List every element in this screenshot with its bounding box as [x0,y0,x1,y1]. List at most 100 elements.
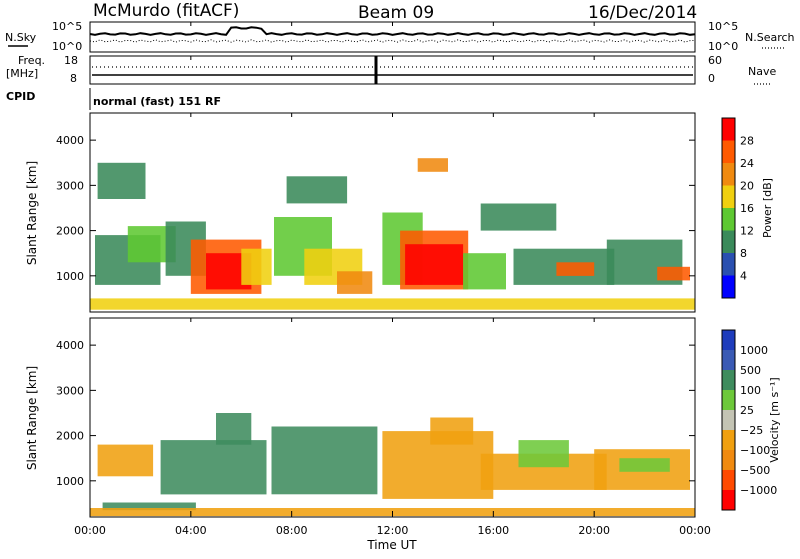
x-tick-label: 20:00 [578,524,610,537]
power-colorbar-label: Power [dB] [761,178,774,238]
page-title: McMurdo (fitACF) Beam 09 16/Dec/2014 [93,1,697,23]
colorbar-tick-label: 4 [740,270,747,283]
colorbar-tick-label: 500 [740,364,761,377]
nave-tick-high: 60 [708,54,722,67]
nsky-line [89,26,696,36]
colorbar-tick-label: 12 [740,225,754,238]
colorbar-cell [722,275,735,298]
x-tick-label: 04:00 [175,524,207,537]
power-echo-region [90,298,695,310]
x-tick-label: 08:00 [276,524,308,537]
x-tick-label: 00:00 [74,524,106,537]
nave-tick-low: 0 [708,72,715,85]
power-echo-region [556,262,595,276]
colorbar-cell [722,490,735,510]
velocity-echo-region [160,440,267,495]
power-echo-region [405,244,464,285]
colorbar-tick-label: −500 [740,464,770,477]
colorbar-cell [722,118,735,141]
cpid-value: normal (fast) 151 RF [93,95,221,108]
colorbar-tick-label: 16 [740,202,754,215]
colorbar-tick-label: −100 [740,444,770,457]
colorbar-tick-label: −1000 [740,484,777,497]
cpid-row: CPID normal (fast) 151 RF [6,88,221,110]
y-tick-label: 3000 [56,179,84,192]
power-yticks: 1000 2000 3000 4000 [56,134,695,283]
power-echo-region [241,248,272,285]
y-tick-label: 4000 [56,339,84,352]
freq-unit: [MHz] [6,67,38,80]
colorbar-cell [722,253,735,276]
freq-tick-high: 18 [64,54,78,67]
nsky-panel: N.Sky 10^5 10^0 10^5 10^0 N.Search [5,20,795,53]
velocity-ylabel: Slant Range [km] [25,366,39,470]
colorbar-tick-label: 28 [740,135,754,148]
colorbar-cell [722,390,735,410]
power-colorbar-frame [721,117,736,299]
colorbar-cell [722,470,735,490]
power-echo-region [97,162,146,199]
y-tick-label: 4000 [56,134,84,147]
x-tick-label: 16:00 [477,524,509,537]
power-echo-region [463,253,506,290]
velocity-colorbar: 1000 500 100 25 −25 −100 −500 −1000 Velocity [m… [721,329,781,511]
cpid-label: CPID [6,90,35,103]
colorbar-cell [722,410,735,430]
velocity-colorbar-ticks: 1000 500 100 25 −25 −100 −500 −1000 [740,344,777,497]
velocity-echo-region [97,444,154,477]
y-tick-label: 1000 [56,270,84,283]
velocity-colorbar-frame [721,329,736,511]
power-colorbar-cells [722,118,735,298]
y-tick-label: 3000 [56,384,84,397]
x-axis: 00:00 04:00 08:00 12:00 16:00 20:00 00:00 [74,22,711,537]
colorbar-cell [722,350,735,370]
station-title: McMurdo (fitACF) [93,1,239,21]
nsky-tick-high: 10^5 [52,20,82,33]
colorbar-cell [722,330,735,350]
nave-label: Nave [748,65,776,78]
power-echo-region [337,271,373,294]
colorbar-cell [722,230,735,253]
power-echo-region [286,176,348,204]
power-echo-region [417,158,448,172]
colorbar-tick-label: 20 [740,180,754,193]
freq-panel: Freq. [MHz] 18 8 60 0 Nave [6,54,776,85]
velocity-echo-region [216,413,252,445]
power-colorbar-ticks: 4 8 12 16 20 24 28 [740,135,754,283]
nsearch-tick-low: 10^0 [708,40,738,53]
colorbar-cell [722,208,735,231]
freq-tick-low: 8 [70,72,77,85]
nsearch-line [89,39,696,43]
x-tick-label: 00:00 [679,524,711,537]
nsearch-label: N.Search [745,31,795,44]
colorbar-cell [722,185,735,208]
colorbar-cell [722,370,735,390]
colorbar-cell [722,140,735,163]
velocity-echo-region [619,458,670,472]
nsky-label: N.Sky [5,31,37,44]
nsky-tick-low: 10^0 [52,40,82,53]
power-echo-region [657,266,690,281]
velocity-panel: 1000 2000 3000 4000 Slant Range [km] [25,317,696,518]
colorbar-tick-label: 24 [740,157,754,170]
beam-title: Beam 09 [358,3,434,23]
power-data [90,158,695,310]
y-tick-label: 2000 [56,225,84,238]
velocity-echo-region [518,440,569,468]
y-tick-label: 2000 [56,430,84,443]
colorbar-tick-label: −25 [740,424,763,437]
freq-label: Freq. [18,54,45,67]
colorbar-cell [722,450,735,470]
freq-frame [89,55,696,85]
power-echo-region [480,203,557,231]
colorbar-tick-label: 25 [740,404,754,417]
y-tick-label: 1000 [56,475,84,488]
velocity-colorbar-cells [722,330,735,510]
x-axis-label: Time UT [366,538,417,552]
power-ylabel: Slant Range [km] [25,161,39,265]
colorbar-tick-label: 100 [740,384,761,397]
nsearch-tick-high: 10^5 [708,20,738,33]
velocity-echo-region [102,502,196,511]
power-colorbar: 4 8 12 16 20 24 28 Power [dB] [721,117,774,299]
